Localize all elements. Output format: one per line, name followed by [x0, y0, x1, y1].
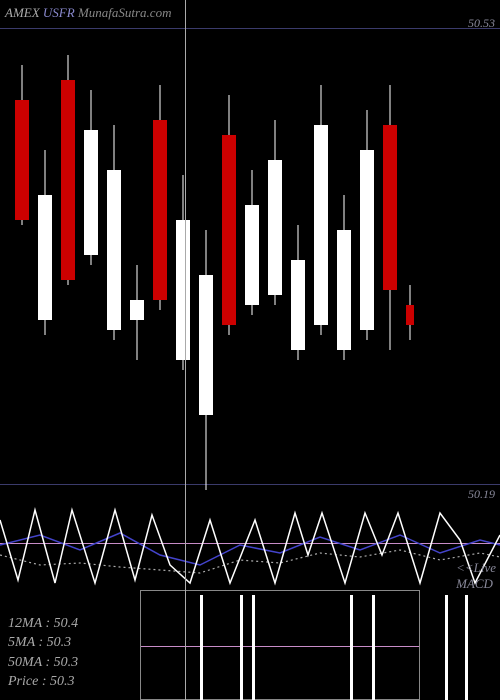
candlestick-area [0, 30, 500, 480]
candle [245, 30, 259, 480]
ma5-label: 5MA : [8, 635, 43, 650]
macd-bar [465, 595, 468, 700]
candle [360, 30, 374, 480]
signal-line [0, 533, 500, 565]
macd-bar [372, 595, 375, 700]
candle [15, 30, 29, 480]
macd-bar [445, 595, 448, 700]
candle [268, 30, 282, 480]
candle [222, 30, 236, 480]
macd-histogram-panel [140, 590, 420, 700]
candle [199, 30, 213, 480]
cursor-line [185, 0, 186, 700]
signal-dotted-line [0, 550, 500, 573]
oscillator-lines [0, 495, 500, 590]
low-price-label: 50.19 [468, 487, 495, 502]
candle [337, 30, 351, 480]
ma50-value: 50.3 [54, 655, 79, 670]
price-label: Price : [8, 674, 46, 689]
candle [107, 30, 121, 480]
candle [130, 30, 144, 480]
ma50-label: 50MA : [8, 655, 50, 670]
candle [84, 30, 98, 480]
candle [176, 30, 190, 480]
candle [61, 30, 75, 480]
macd-baseline [141, 646, 419, 647]
price-value: 50.3 [50, 674, 75, 689]
ma12-label: 12MA : [8, 616, 50, 631]
candle [291, 30, 305, 480]
macd-bar [252, 595, 255, 700]
macd-label: <<Live MACD [456, 560, 496, 592]
exchange-label: AMEX [5, 5, 40, 20]
ma5-value: 50.3 [47, 635, 72, 650]
oscillator-panel [0, 495, 500, 590]
macd-bar [240, 595, 243, 700]
info-box: 12MA : 50.4 5MA : 50.3 50MA : 50.3 Price… [8, 614, 78, 692]
chart-header: AMEX USFR MunafaSutra.com [5, 5, 171, 21]
candle [314, 30, 328, 480]
support-line [0, 484, 500, 485]
stock-chart: AMEX USFR MunafaSutra.com 50.53 50.19 <<… [0, 0, 500, 700]
candle [38, 30, 52, 480]
candle [153, 30, 167, 480]
symbol-label: USFR [43, 5, 75, 20]
macd-bar [200, 595, 203, 700]
source-label: MunafaSutra.com [78, 5, 172, 20]
resistance-line [0, 28, 500, 29]
macd-bar [350, 595, 353, 700]
candle [406, 30, 414, 480]
high-price-label: 50.53 [468, 16, 495, 31]
candle [383, 30, 397, 480]
ma12-value: 50.4 [54, 616, 79, 631]
